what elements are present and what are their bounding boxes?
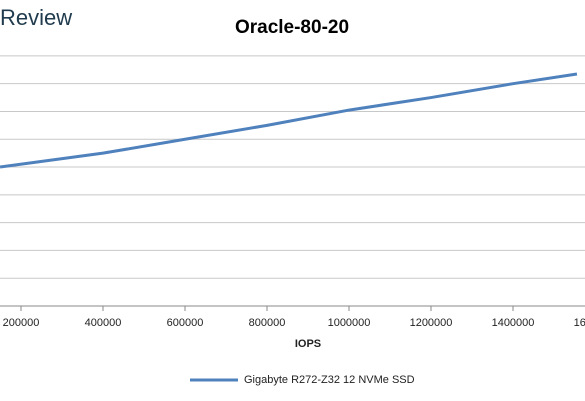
x-tick-label: 800000 (249, 317, 286, 329)
x-axis-title: IOPS (295, 338, 321, 350)
x-tick-label: 1400000 (492, 317, 535, 329)
x-tick-label: 400000 (85, 317, 122, 329)
x-tick-label: 1200000 (410, 317, 453, 329)
legend-label: Gigabyte R272-Z32 12 NVMe SSD (244, 374, 415, 386)
x-tick-label: 200000 (3, 317, 40, 329)
data-line (0, 72, 578, 169)
x-tick-label: 1000000 (328, 317, 371, 329)
x-tick-label: 600000 (167, 317, 204, 329)
x-tick-label: 1600000 (574, 317, 585, 329)
brand-logo: Review (0, 5, 72, 30)
chart-title: Oracle-80-20 (235, 17, 349, 38)
